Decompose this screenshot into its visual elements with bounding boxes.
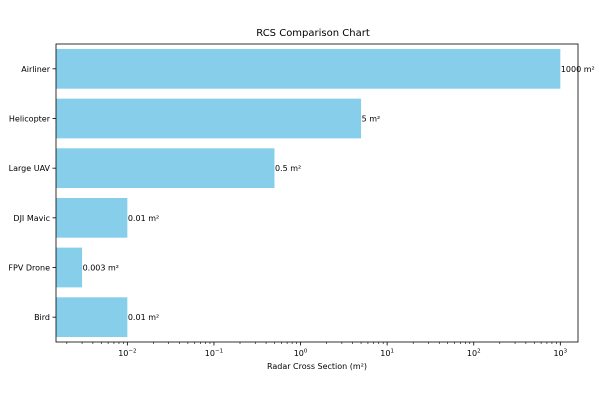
plot-frame	[55, 43, 579, 343]
y-tick-label-fpv-drone: FPV Drone	[8, 264, 50, 273]
data-label-fpv-drone: 0.003 m²	[83, 264, 119, 273]
x-tick-label-4: 102	[467, 349, 481, 359]
x-tick-label-5: 103	[553, 349, 567, 359]
x-axis: 10−2 10−1 100 101 102 103	[66, 342, 568, 359]
bar-airliner	[56, 48, 561, 89]
data-label-large-uav: 0.5 m²	[275, 164, 301, 173]
bar-bird	[56, 297, 128, 338]
y-tick-label-helicopter: Helicopter	[9, 115, 51, 124]
x-tick-label-2: 100	[294, 349, 308, 359]
bar-fpv-drone	[56, 247, 83, 288]
bar-helicopter	[56, 98, 362, 139]
bars-group	[56, 48, 561, 338]
x-axis-label: Radar Cross Section (m²)	[267, 362, 367, 371]
data-label-bird: 0.01 m²	[128, 313, 159, 322]
y-tick-label-bird: Bird	[34, 313, 50, 322]
x-tick-label-1: 10−1	[205, 349, 223, 359]
chart-title: RCS Comparison Chart	[256, 28, 370, 39]
bar-dji-mavic	[56, 197, 128, 238]
y-tick-label-large-uav: Large UAV	[9, 164, 51, 173]
data-label-helicopter: 5 m²	[362, 115, 381, 124]
x-tick-label-0: 10−2	[118, 349, 136, 359]
bar-large-uav	[56, 148, 275, 189]
y-tick-label-airliner: Airliner	[21, 65, 50, 74]
y-tick-label-dji-mavic: DJI Mavic	[13, 214, 50, 223]
data-label-dji-mavic: 0.01 m²	[128, 214, 159, 223]
x-tick-label-3: 101	[380, 349, 394, 359]
y-axis: Airliner Helicopter Large UAV DJI Mavic FPV …	[8, 65, 56, 322]
